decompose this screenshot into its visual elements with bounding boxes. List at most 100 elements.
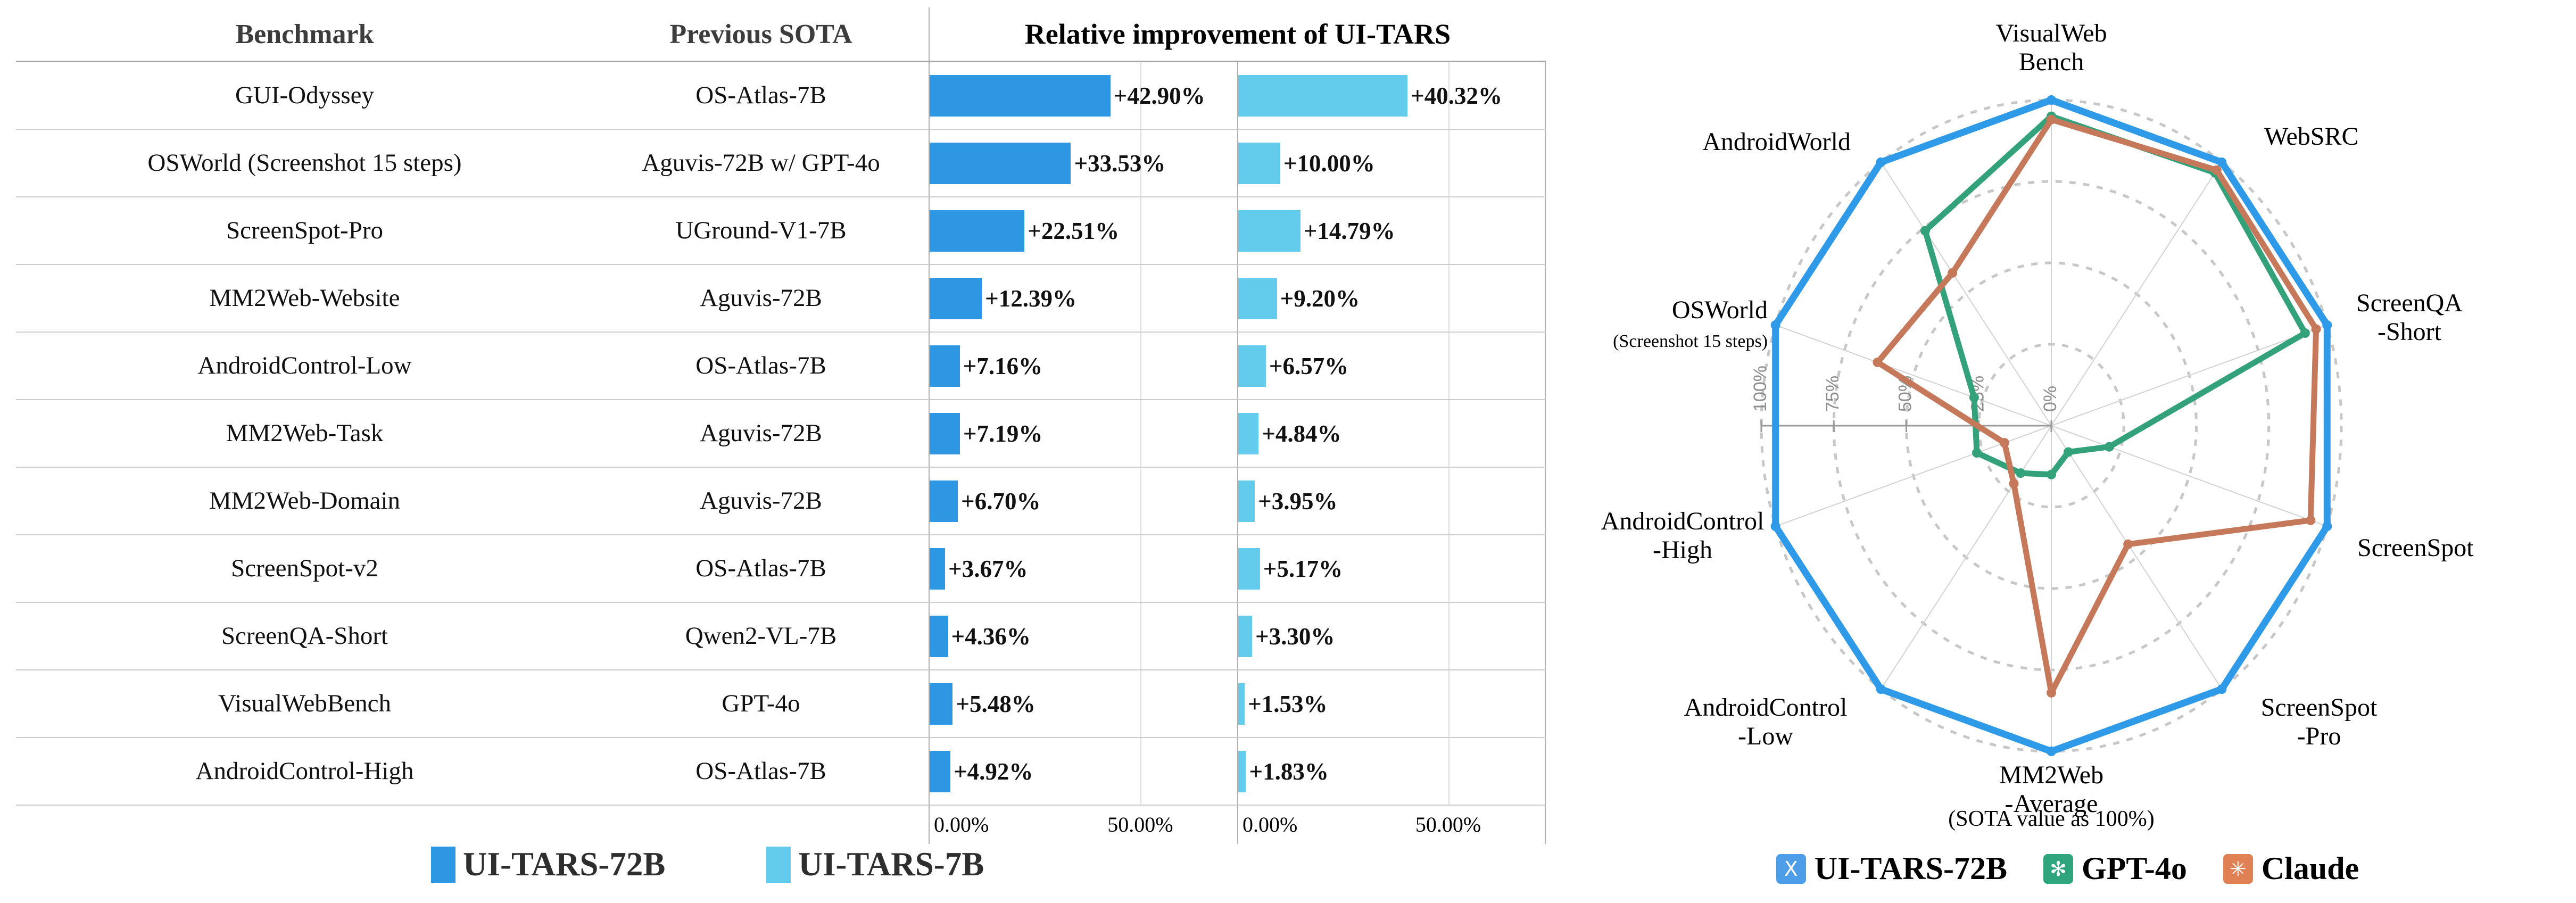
table-row: GUI-Odyssey OS-Atlas-7B +42.90% +40.32% [16,62,1546,130]
previous-sota-cell: Aguvis-72B [700,486,822,515]
gridline-50pct [1448,62,1449,129]
improvement-bar [930,74,1111,117]
radar-legend-item-claude: ✳ Claude [2223,850,2359,887]
benchmark-cell: VisualWebBench [218,689,391,717]
gridline-50pct [1448,738,1449,805]
bar-axis-row: 0.00% 50.00% 0.00% 50.00% [16,806,1546,844]
improvement-bar [930,210,1025,252]
improvement-bar [1238,142,1280,184]
radar-marker-claude [1873,357,1883,367]
radar-marker-ui-tars-72b [2217,684,2227,694]
axis-7b: 0.00% 50.00% [1237,806,1546,844]
radar-spoke [2051,162,2223,426]
gridline-50pct [1448,670,1449,737]
bar-cell-ui-tars-72b: +7.19% [929,400,1237,467]
gridline-50pct [1140,603,1141,669]
bar-cell-ui-tars-7b: +6.57% [1237,333,1546,399]
legend-label-uitars72b: UI-TARS-72B [463,846,666,883]
improvement-value-label: +7.19% [963,420,1043,447]
axis-72b: 0.00% 50.00% [929,806,1237,844]
table-row: ScreenSpot-v2 OS-Atlas-7B +3.67% +5.17% [16,535,1546,603]
bar-cell-ui-tars-7b: +1.53% [1237,670,1546,737]
improvement-value-label: +12.39% [985,285,1076,312]
improvement-value-label: +22.51% [1028,217,1120,244]
radar-spoke [2051,425,2223,690]
benchmark-cell: AndroidControl-High [195,757,414,785]
benchmark-cell: ScreenSpot-Pro [226,216,383,244]
radar-legend-swatch-claude-icon: ✳ [2223,854,2253,884]
radar-marker-ui-tars-72b [2322,521,2332,532]
improvement-table-panel: Benchmark Previous SOTA Relative improve… [16,7,1546,884]
gridline-50pct [1448,535,1449,602]
table-row: AndroidControl-High OS-Atlas-7B +4.92% +1.8… [16,738,1546,806]
table-row: ScreenQA-Short Qwen2-VL-7B +4.36% +3.30% [16,603,1546,670]
radar-category-label: ScreenSpot [2357,534,2474,562]
radar-marker-ui-tars-72b [2047,95,2056,105]
radar-marker-ui-tars-72b [1876,157,1886,167]
benchmark-cell: MM2Web-Website [209,284,400,312]
bar-cell-ui-tars-7b: +3.30% [1237,603,1546,669]
previous-sota-cell: OS-Atlas-7B [695,757,826,785]
previous-sota-cell: Aguvis-72B [700,284,822,312]
improvement-value-label: +33.53% [1074,150,1166,177]
bar-cell-ui-tars-7b: +40.32% [1237,62,1546,129]
radar-marker-gpt-4o [2300,328,2310,338]
axis-tick-50-7b: 50.00% [1415,813,1481,836]
radar-marker-ui-tars-72b [1770,521,1780,532]
improvement-table: Benchmark Previous SOTA Relative improve… [16,7,1546,844]
improvement-bar [1238,277,1277,319]
gridline-50pct [1448,333,1449,399]
radar-marker-ui-tars-72b [2322,320,2332,330]
gridline-50pct [1140,468,1141,534]
benchmark-cell: MM2Web-Task [226,419,384,447]
axis-tick-50-72b: 50.00% [1107,813,1173,836]
radar-marker-gpt-4o [2047,469,2056,479]
radar-spoke [2051,324,2327,426]
radar-legend-label: GPT-4o [2082,851,2187,886]
improvement-bar [930,345,960,387]
gridline-50pct [1140,62,1141,129]
radar-marker-gpt-4o [2104,442,2114,452]
legend-label-uitars7b: UI-TARS-7B [798,846,984,883]
radar-marker-claude [1999,438,2009,448]
gridline-50pct [1448,468,1449,534]
radar-marker-claude [2009,478,2019,488]
radar-series-gpt-4o [1922,113,2308,478]
improvement-value-label: +40.32% [1411,82,1503,109]
legend-item-uitars72b: UI-TARS-72B [431,845,665,884]
improvement-value-label: +3.95% [1258,487,1338,515]
improvement-bar [930,277,982,319]
improvement-bar [1238,412,1259,454]
improvement-value-label: +14.79% [1303,217,1395,244]
radar-marker-gpt-4o [1920,226,1930,236]
bar-cell-ui-tars-72b: +3.67% [929,535,1237,602]
gridline-50pct [1448,400,1449,467]
radar-legend-swatch-gpt-4o-icon: ✻ [2043,854,2074,884]
benchmark-cell: AndroidControl-Low [197,351,412,379]
improvement-value-label: +4.92% [953,758,1033,785]
radar-marker-gpt-4o [2016,468,2026,478]
bar-cell-ui-tars-7b: +3.95% [1237,468,1546,534]
improvement-bar [930,142,1071,184]
previous-sota-cell: OS-Atlas-7B [695,554,826,582]
bar-cell-ui-tars-7b: +4.84% [1237,400,1546,467]
radar-category-label: AndroidControl -Low [1684,693,1848,750]
radar-marker-ui-tars-72b [2217,157,2227,167]
gridline-50pct [1140,265,1141,332]
radar-legend-swatch-ui-tars-72b-icon: X [1776,854,1806,884]
radar-category-label: MM2Web -Average [1999,761,2103,818]
improvement-value-label: +6.70% [961,487,1041,515]
radar-chart: 100% 75% 50% 25% 0%VisualWeb BenchWebSRCScree… [1601,19,2474,831]
gridline-50pct [1140,130,1141,196]
improvement-bar [1238,548,1260,590]
improvement-value-label: +9.20% [1280,285,1360,312]
legend-swatch-uitars7b-icon [766,846,791,883]
improvement-bar [1238,74,1408,117]
improvement-value-label: +3.67% [948,555,1028,582]
axis-tick-0-72b: 0.00% [934,813,989,836]
radar-marker-gpt-4o [2064,447,2074,457]
axis-tick-0-7b: 0.00% [1243,813,1298,836]
radar-legend: X UI-TARS-72B ✻ GPT-4o ✳ Claude [1559,850,2576,887]
radar-axis-tick-label: 75% [1823,376,1843,412]
bar-cell-ui-tars-72b: +22.51% [929,197,1237,264]
